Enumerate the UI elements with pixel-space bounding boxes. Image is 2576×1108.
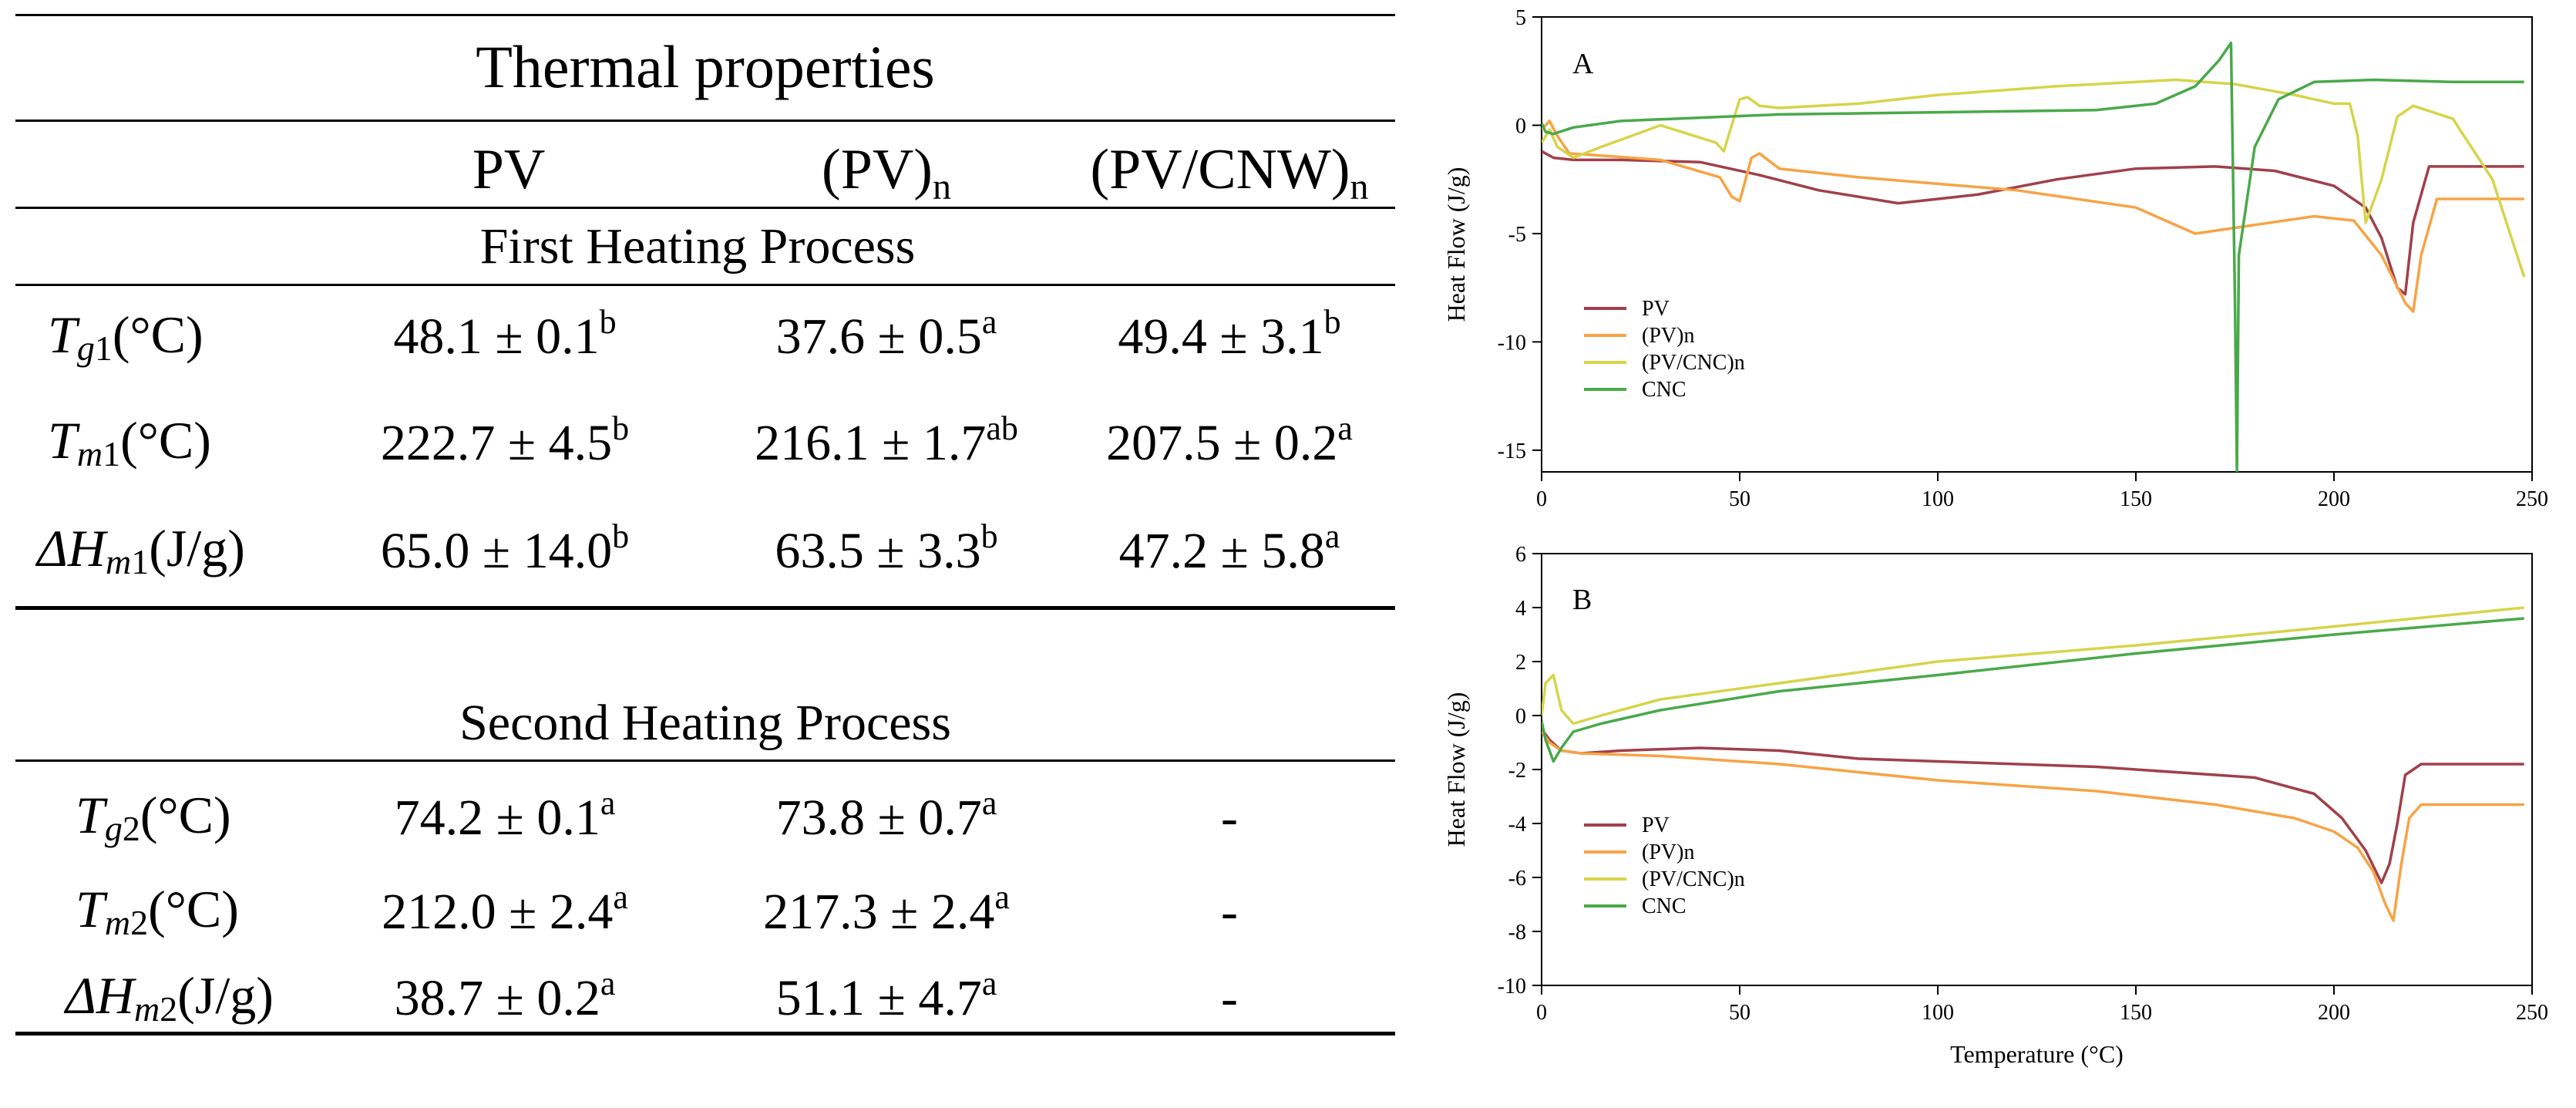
x-tick-label: 50 bbox=[1729, 1001, 1750, 1025]
y-tick-label: -10 bbox=[1498, 331, 1526, 355]
series-line-pv-cnc-n bbox=[1542, 606, 2524, 726]
legend-label-cnc: CNC bbox=[1642, 378, 1687, 402]
cell-tm1-pv-n: 216.1 ± 1.7ab bbox=[755, 409, 1018, 471]
thermal-properties-table: Thermal properties PV (PV)n (PV/CNW)n Fi… bbox=[15, 14, 1395, 1036]
cell-tg2-pv: 74.2 ± 0.1a bbox=[394, 784, 616, 846]
dsc-charts: 0 50 100 150 200 250 5 0 -5 -10 -15 Heat Flow (J/g)… bbox=[1434, 0, 2576, 1108]
table-title: Thermal properties bbox=[476, 33, 935, 100]
x-tick-label: 50 bbox=[1729, 487, 1750, 511]
cell-tm2-pv-cnw-n: - bbox=[1221, 884, 1238, 940]
x-tick-label: 0 bbox=[1536, 1001, 1547, 1025]
y-tick-label: -10 bbox=[1498, 975, 1526, 999]
y-tick-label: -5 bbox=[1508, 223, 1526, 247]
row-label-tm2: Tm2(°C) bbox=[76, 880, 239, 942]
table-top-rule bbox=[15, 14, 1395, 16]
cell-dhm1-pv-cnw-n: 47.2 ± 5.8a bbox=[1118, 517, 1340, 579]
section-end-rule-first bbox=[15, 606, 1395, 610]
legend-label-pv: PV bbox=[1642, 813, 1670, 837]
section-label-second-heating: Second Heating Process bbox=[459, 695, 951, 751]
series-line-pv-n bbox=[1542, 120, 2524, 313]
y-tick-label: -4 bbox=[1508, 813, 1526, 837]
x-tick-label: 200 bbox=[2318, 1001, 2350, 1025]
y-tick-label: -15 bbox=[1498, 439, 1526, 463]
col-header-pv-n: (PV)n bbox=[822, 138, 951, 207]
series-line-cnc bbox=[1542, 617, 2524, 763]
plot-frame bbox=[1541, 16, 2533, 473]
y-tick-label: 0 bbox=[1515, 114, 1526, 138]
y-axis-title: Heat Flow (J/g) bbox=[1442, 692, 1470, 847]
table-header-rule bbox=[15, 207, 1395, 209]
legend-label-pv-cnc-n: (PV/CNC)n bbox=[1642, 867, 1745, 891]
plot-frame bbox=[1541, 553, 2533, 986]
row-label-dhm2: ΔHm2(J/g) bbox=[66, 966, 274, 1029]
x-tick-label: 200 bbox=[2318, 487, 2350, 511]
cell-tg2-pv-n: 73.8 ± 0.7a bbox=[775, 784, 997, 846]
y-tick-label: -2 bbox=[1508, 759, 1526, 783]
legend-label-pv-n: (PV)n bbox=[1642, 324, 1694, 348]
col-header-pv: PV bbox=[472, 138, 546, 201]
x-tick-label: 100 bbox=[1922, 487, 1954, 511]
y-tick-label: 4 bbox=[1515, 597, 1526, 621]
y-tick-label: 2 bbox=[1515, 651, 1526, 675]
x-tick-label: 100 bbox=[1922, 1001, 1954, 1025]
x-axis-title: Temperature (°C) bbox=[1950, 1040, 2124, 1068]
legend-label-cnc: CNC bbox=[1642, 894, 1687, 918]
chart-panel-b: 0 50 100 150 200 250 6 4 2 0 -2 -4 -6 -8 -10 Heat Flow … bbox=[1442, 543, 2548, 1068]
cell-dhm2-pv: 38.7 ± 0.2a bbox=[394, 965, 616, 1026]
table-title-rule bbox=[15, 120, 1395, 122]
cell-tm1-pv: 222.7 ± 4.5b bbox=[380, 409, 630, 471]
cell-dhm2-pv-cnw-n: - bbox=[1221, 970, 1238, 1026]
row-label-dhm1: ΔHm1(J/g) bbox=[37, 519, 245, 581]
series-line-cnc bbox=[1542, 41, 2524, 472]
x-tick-label: 150 bbox=[2120, 1001, 2152, 1025]
series-line-pv-n bbox=[1542, 730, 2524, 922]
legend-label-pv-cnc-n: (PV/CNC)n bbox=[1642, 351, 1745, 375]
row-label-tm1: Tm1(°C) bbox=[48, 411, 211, 473]
col-header-pv-cnw-n: (PV/CNW)n bbox=[1090, 138, 1369, 207]
y-tick-label: 0 bbox=[1515, 705, 1526, 729]
cell-tm1-pv-cnw-n: 207.5 ± 0.2a bbox=[1106, 409, 1353, 471]
cell-tm2-pv: 212.0 ± 2.4a bbox=[382, 878, 628, 940]
cell-dhm1-pv: 65.0 ± 14.0b bbox=[380, 517, 630, 579]
cell-tg2-pv-cnw-n: - bbox=[1221, 790, 1238, 846]
section-rule-first bbox=[15, 284, 1395, 286]
cell-dhm1-pv-n: 63.5 ± 3.3b bbox=[775, 517, 998, 579]
row-label-tg1: Tg1(°C) bbox=[48, 305, 203, 368]
cell-tg1-pv-cnw-n: 49.4 ± 3.1b bbox=[1118, 303, 1341, 365]
series-line-pv-cnc-n bbox=[1542, 78, 2526, 278]
row-label-tg2: Tg2(°C) bbox=[76, 786, 231, 848]
x-tick-label: 250 bbox=[2516, 487, 2548, 511]
cell-tg1-pv: 48.1 ± 0.1b bbox=[393, 303, 617, 365]
y-tick-label: -8 bbox=[1508, 921, 1526, 945]
y-tick-label: -6 bbox=[1508, 867, 1526, 891]
legend-label-pv: PV bbox=[1642, 297, 1670, 321]
y-tick-label: 5 bbox=[1515, 6, 1526, 30]
cell-tg1-pv-n: 37.6 ± 0.5a bbox=[775, 303, 997, 365]
series-line-pv bbox=[1542, 150, 2524, 296]
x-tick-label: 0 bbox=[1536, 487, 1547, 511]
table-bottom-rule bbox=[15, 1032, 1395, 1036]
section-rule-second bbox=[15, 759, 1395, 762]
y-tick-label: 6 bbox=[1515, 543, 1526, 567]
cell-dhm2-pv-n: 51.1 ± 4.7a bbox=[775, 965, 997, 1026]
x-tick-label: 150 bbox=[2120, 487, 2152, 511]
section-label-first-heating: First Heating Process bbox=[479, 218, 916, 274]
x-tick-label: 250 bbox=[2516, 1001, 2548, 1025]
y-axis-title: Heat Flow (J/g) bbox=[1442, 167, 1470, 322]
panel-label: A bbox=[1572, 48, 1594, 80]
panel-label: B bbox=[1572, 584, 1592, 616]
legend-label-pv-n: (PV)n bbox=[1642, 840, 1694, 864]
cell-tm2-pv-n: 217.3 ± 2.4a bbox=[763, 878, 1010, 940]
